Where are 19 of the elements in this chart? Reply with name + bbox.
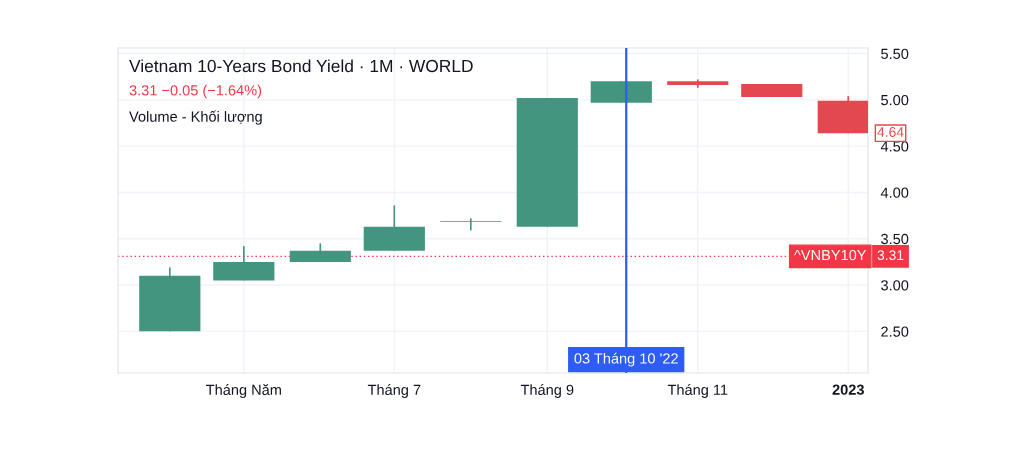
annotation: 4.64 bbox=[877, 127, 904, 137]
text: Vietnam 10-Years Bond Yield · 1M · WORLD bbox=[129, 59, 473, 73]
ref-line-label: 03 Tháng 10 '22 bbox=[574, 352, 678, 367]
y-tick-label: 3.50 bbox=[881, 233, 909, 245]
x-tick-label: 2023 bbox=[832, 384, 864, 395]
annotation: 3.31 bbox=[877, 250, 904, 261]
text: 3.31 −0.05 (−1.64%) bbox=[129, 84, 262, 99]
ref-line-label: ^VNBY10Y bbox=[794, 249, 867, 261]
x-tick-label: Tháng 11 bbox=[667, 384, 728, 398]
y-tick-label: 3.00 bbox=[881, 280, 909, 291]
y-tick-label: 4.00 bbox=[880, 187, 909, 198]
x-tick-label: Tháng Năm bbox=[206, 384, 281, 398]
y-tick-label: 5.50 bbox=[881, 48, 909, 59]
y-tick-label: 5.00 bbox=[881, 94, 909, 106]
x-tick-label: Tháng 9 bbox=[520, 384, 574, 398]
candlestick bbox=[440, 217, 502, 232]
x-tick-label: Tháng 7 bbox=[367, 384, 421, 398]
annotation: Volume - Khối lượng bbox=[129, 110, 262, 125]
y-tick-label: 2.50 bbox=[881, 326, 909, 337]
